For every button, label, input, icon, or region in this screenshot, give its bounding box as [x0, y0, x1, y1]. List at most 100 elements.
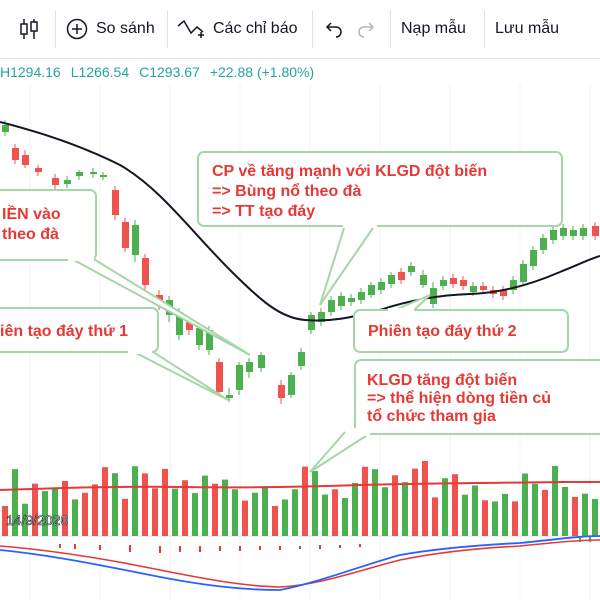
- candle-body: [308, 315, 315, 330]
- volume-bar: [402, 482, 408, 536]
- candle-body: [22, 155, 29, 165]
- candle-body: [388, 275, 395, 284]
- volume-bars: [2, 461, 598, 536]
- callout-second-bottom: Phiên tạo đáy thứ 2: [353, 294, 569, 353]
- volume-bar: [202, 475, 208, 536]
- volume-bar: [82, 492, 88, 536]
- volume-bar: [22, 503, 28, 536]
- redo-button[interactable]: [356, 0, 376, 58]
- candle-body: [550, 230, 557, 240]
- redo-icon: [358, 22, 375, 38]
- volume-bar: [12, 469, 18, 536]
- toolbar-divider: [55, 10, 56, 48]
- volume-bar: [162, 468, 168, 536]
- callout-second-bottom-text: Phiên tạo đáy thứ 2: [368, 323, 517, 340]
- candle-body: [358, 292, 365, 300]
- moving-average-line: [0, 121, 600, 322]
- candle-body: [12, 148, 19, 160]
- indicators-label: Các chỉ báo: [213, 20, 298, 37]
- candle-body: [132, 225, 139, 255]
- candle-body: [570, 230, 577, 236]
- callout-breakout-line-1: CP về tăng mạnh với KLGD đột biến: [212, 163, 487, 180]
- candle-body: [592, 226, 599, 236]
- volume-bar: [242, 500, 248, 536]
- ohlc-close: C1293.67: [139, 64, 200, 80]
- callout-breakout: CP về tăng mạnh với KLGD đột biến => Bùn…: [197, 151, 563, 306]
- volume-ma-line: [0, 481, 600, 491]
- undo-button[interactable]: [324, 0, 344, 58]
- volume-bar: [372, 469, 378, 536]
- volume-bar: [352, 482, 358, 536]
- volume-bar: [422, 461, 428, 536]
- volume-bar: [292, 489, 298, 536]
- candle-body: [186, 322, 193, 330]
- volume-bar: [182, 480, 188, 536]
- macd-red-line: [0, 539, 600, 588]
- callout-first-bottom-text: iên tạo đáy thứ 1: [0, 323, 128, 340]
- volume-bar: [332, 489, 338, 536]
- volume-bar: [592, 499, 598, 536]
- candle-body: [90, 172, 97, 174]
- volume-bar: [322, 494, 328, 536]
- volume-bar: [442, 478, 448, 536]
- volume-bar: [522, 473, 528, 536]
- volume-bar: [432, 497, 438, 536]
- candle-body: [226, 395, 233, 398]
- ohlc-low: L1266.54: [70, 64, 130, 80]
- candle-body: [35, 168, 42, 172]
- candle-body: [368, 285, 375, 295]
- volume-bar: [412, 468, 418, 536]
- volume-bar: [532, 483, 538, 536]
- undo-icon: [325, 22, 342, 38]
- volume-bar: [342, 497, 348, 536]
- volume-bar: [492, 501, 498, 536]
- candle-body: [430, 288, 437, 304]
- indicator-wave-icon: [177, 19, 204, 38]
- volume-bar: [112, 473, 118, 536]
- indicators-button[interactable]: Các chỉ báo: [177, 0, 298, 58]
- toolbar-divider: [167, 10, 168, 48]
- volume-bar: [62, 480, 68, 536]
- save-template-button[interactable]: Lưu mẫu: [495, 0, 559, 58]
- chart-type-button[interactable]: [18, 0, 48, 58]
- candle-body: [398, 272, 405, 280]
- volume-bar: [232, 489, 238, 536]
- candle-body: [378, 282, 385, 290]
- candle-body: [580, 228, 587, 236]
- chart-canvas[interactable]: 14/9/2020 CP về tăng mạnh với KLGD đột b…: [0, 58, 600, 600]
- volume-bar: [212, 483, 218, 536]
- volume-bar: [452, 474, 458, 536]
- volume-bar: [262, 486, 268, 536]
- candle-body: [112, 190, 119, 215]
- volume-bar: [362, 466, 368, 536]
- volume-bar: [472, 485, 478, 536]
- volume-bar: [42, 491, 48, 536]
- callout-money-flow: IỀN vào theo đà: [0, 189, 251, 356]
- callout-money-flow-line-2: theo đà: [2, 226, 59, 243]
- candle-body: [206, 330, 213, 350]
- compare-button[interactable]: So sánh: [66, 0, 155, 58]
- candle-body: [408, 266, 415, 272]
- ohlc-high: H1294.16: [0, 64, 61, 80]
- macd-blue-line: [0, 535, 600, 591]
- callout-volume-line-2: => thể hiện dòng tiền củ: [367, 389, 551, 407]
- candle-body: [460, 280, 467, 286]
- callout-volume-line-1: KLGD tăng đột biến: [367, 372, 517, 389]
- load-template-button[interactable]: Nạp mẫu: [401, 0, 466, 58]
- candle-body: [298, 352, 305, 366]
- candle-body: [420, 275, 427, 285]
- plus-circle-icon: [66, 18, 88, 40]
- candle-body: [176, 312, 183, 335]
- candle-body: [64, 180, 71, 184]
- candle-body: [328, 300, 335, 312]
- candle-body: [236, 365, 243, 390]
- volume-bar: [52, 487, 58, 536]
- candle-body: [560, 228, 567, 236]
- volume-bar: [192, 493, 198, 536]
- candle-body: [76, 172, 83, 176]
- volume-bar: [512, 501, 518, 536]
- candle-body: [530, 250, 537, 266]
- candle-body: [278, 385, 285, 398]
- callout-volume-spike: KLGD tăng đột biến => thể hiện dòng tiền…: [309, 359, 600, 473]
- volume-bar: [462, 494, 468, 536]
